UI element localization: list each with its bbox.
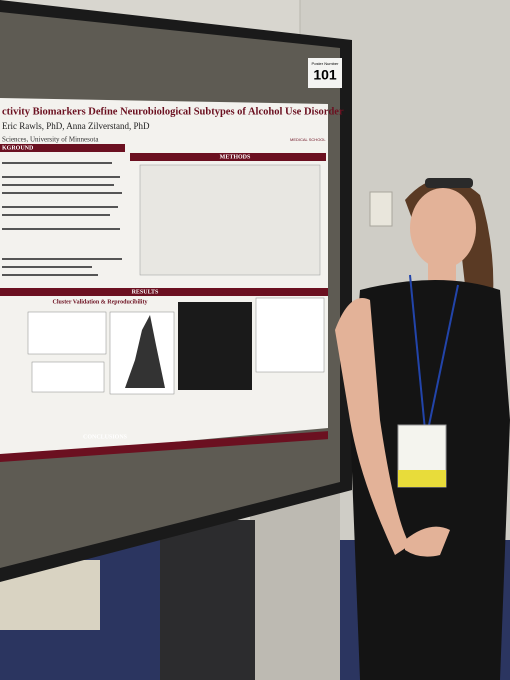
section-bar	[0, 431, 328, 462]
lanyard	[409, 274, 426, 431]
histogram	[125, 315, 165, 388]
panel-heading: HYDRA Subtypes & Phenotypic Profiles	[207, 292, 294, 297]
text-line	[2, 192, 122, 194]
section-heading: RESULTS	[132, 289, 159, 295]
poster-number-card	[308, 58, 342, 88]
partition	[250, 490, 340, 680]
text-line	[2, 214, 110, 216]
poster-number: 101	[313, 67, 337, 83]
brain-maps	[178, 302, 252, 390]
poster-authors: Eric Rawls, PhD, Anna Zilverstand, PhD	[2, 121, 150, 131]
section-bar	[130, 153, 326, 161]
section-heading: METHODS	[220, 154, 251, 160]
section-bar	[0, 144, 125, 152]
lanyard	[427, 284, 459, 431]
figure	[31, 361, 105, 393]
face	[410, 188, 476, 268]
poster-affiliation: Sciences, University of Minnesota	[2, 136, 99, 144]
poster-title: ctivity Biomarkers Define Neurobiologica…	[2, 106, 344, 117]
panel-heading: Cluster Validation & Reproducibility	[53, 299, 148, 305]
outlet	[369, 191, 393, 227]
text-line	[2, 206, 118, 208]
sunglasses	[425, 178, 473, 188]
text-line	[2, 176, 120, 178]
background-text	[2, 162, 122, 276]
text-line	[2, 184, 114, 186]
text-line	[2, 274, 98, 276]
arm	[335, 298, 410, 555]
methods-diagram	[139, 164, 321, 276]
text-line	[2, 258, 122, 260]
figure	[27, 311, 107, 355]
section-bar	[0, 288, 328, 296]
poster-school: MEDICAL SCHOOL	[290, 137, 326, 142]
text-line	[2, 162, 112, 164]
section-heading: KGROUND	[2, 145, 34, 151]
text-line	[2, 228, 120, 230]
hands	[405, 526, 450, 557]
background-person-dark	[160, 520, 255, 680]
poster-number-label: Poster Number	[312, 61, 340, 66]
badge-stripe	[398, 470, 446, 487]
figure	[255, 297, 325, 373]
text-line	[2, 266, 92, 268]
section-heading: CONCLUSIONS	[83, 434, 128, 440]
